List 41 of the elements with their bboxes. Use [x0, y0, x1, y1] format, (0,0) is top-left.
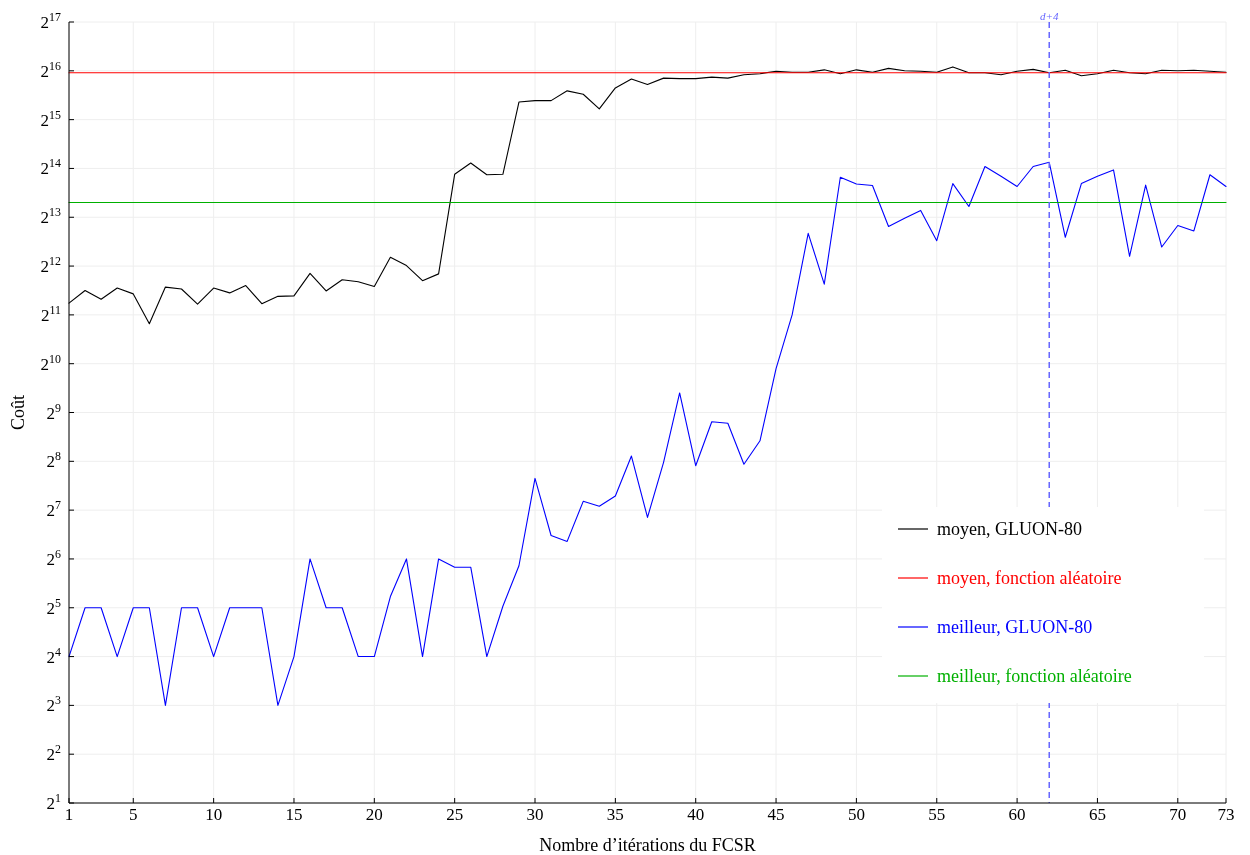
y-tick-label: 2$^{16}$ [40, 58, 62, 81]
y-tick-label: 2$^{10}$ [40, 351, 62, 374]
y-tick-label: 2$^{9}$ [46, 400, 62, 423]
x-tick-label: 40 [687, 805, 705, 824]
legend-label: meilleur, fonction aléatoire [937, 666, 1132, 686]
x-axis-title: Nombre d’itérations du FCSR [539, 835, 756, 855]
y-axis-title: Coût [8, 394, 28, 431]
x-tick-label: 1 [64, 805, 74, 824]
x-tick-label: 45 [767, 805, 785, 824]
y-tick-label: 2$^{7}$ [46, 498, 62, 521]
x-tick-label: 70 [1169, 805, 1187, 824]
y-tick-label: 2$^{15}$ [40, 107, 62, 130]
ref-line-label: d+4 [1040, 10, 1059, 22]
legend-label: moyen, GLUON-80 [937, 519, 1082, 539]
x-tick-label: 15 [285, 805, 303, 824]
x-tick-label: 10 [205, 805, 223, 824]
y-tick-label: 2$^{11}$ [41, 302, 62, 325]
y-tick-label: 2$^{3}$ [46, 693, 62, 716]
legend-label: moyen, fonction aléatoire [937, 568, 1122, 588]
y-tick-label: 2$^{2}$ [46, 742, 62, 765]
y-tick-label: 2$^{17}$ [40, 10, 62, 32]
x-tick-label: 20 [365, 805, 383, 824]
x-tick-label: 25 [446, 805, 464, 824]
x-tick-label: 35 [606, 805, 624, 824]
line-series [68, 161, 1227, 706]
y-tick-label: 2$^{5}$ [46, 595, 62, 618]
x-tick-label: 73 [1217, 805, 1235, 824]
legend-label: meilleur, GLUON-80 [937, 617, 1093, 637]
y-tick-label: 2$^{14}$ [40, 156, 62, 179]
x-tick-label: 60 [1008, 805, 1026, 824]
y-tick-label: 2$^{6}$ [46, 546, 62, 569]
y-tick-label: 2$^{13}$ [40, 205, 62, 228]
x-tick-label: 55 [928, 805, 946, 824]
x-tick-label: 30 [526, 805, 544, 824]
x-tick-label: 5 [129, 805, 138, 824]
x-tick-label: 65 [1088, 805, 1106, 824]
x-tick-label: 50 [847, 805, 865, 824]
y-tick-label: 2$^{4}$ [46, 644, 62, 667]
y-tick-label: 2$^{12}$ [40, 254, 62, 277]
y-tick-label: 2$^{8}$ [46, 449, 62, 472]
y-tick-label: 2$^{1}$ [46, 791, 62, 813]
